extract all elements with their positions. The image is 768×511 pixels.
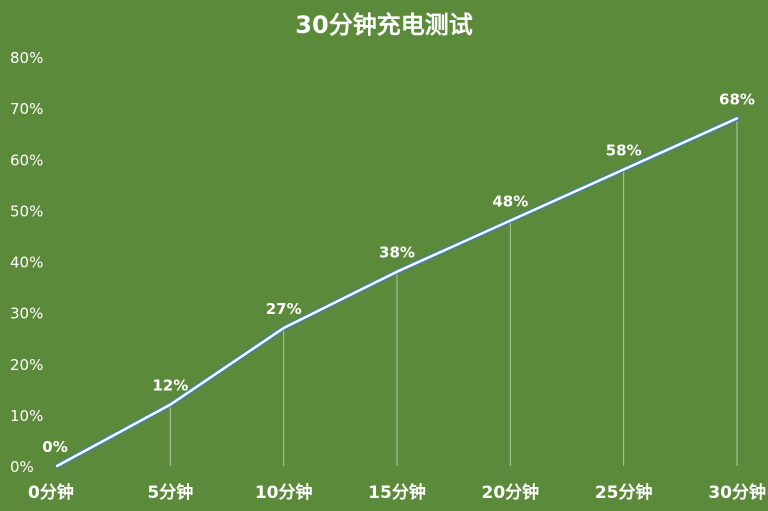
- x-tick-label: 0分钟: [28, 482, 74, 503]
- y-tick-label: 60%: [10, 151, 43, 169]
- y-tick-label: 10%: [10, 407, 43, 425]
- x-tick-label: 20分钟: [481, 482, 539, 503]
- x-tick-label: 15分钟: [368, 482, 426, 503]
- data-label: 58%: [606, 141, 642, 159]
- x-tick-label: 30分钟: [708, 482, 766, 503]
- x-tick-label: 5分钟: [147, 482, 193, 503]
- y-tick-label: 20%: [10, 356, 43, 374]
- x-tick-label: 10分钟: [255, 482, 313, 503]
- y-tick-label: 0%: [10, 458, 34, 476]
- x-tick-label: 25分钟: [595, 482, 653, 503]
- y-tick-label: 70%: [10, 100, 43, 118]
- data-label: 48%: [492, 193, 528, 211]
- chart-title: 30分钟充电测试: [295, 11, 472, 39]
- data-label: 38%: [379, 244, 415, 262]
- data-label: 12%: [152, 377, 188, 395]
- y-tick-label: 40%: [10, 254, 43, 272]
- data-label: 68%: [719, 90, 755, 108]
- series-line-group: [54, 115, 740, 469]
- data-label: 0%: [42, 438, 67, 456]
- y-tick-label: 30%: [10, 305, 43, 323]
- series-line: [55, 117, 739, 468]
- y-axis-ticks: 0% 10% 20% 30% 40% 50% 60% 70% 80%: [10, 49, 43, 476]
- data-labels: 0% 12% 27% 38% 48% 58% 68%: [42, 90, 755, 456]
- data-label: 27%: [266, 300, 302, 318]
- x-axis-ticks: 0分钟 5分钟 10分钟 15分钟 20分钟 25分钟 30分钟: [28, 482, 766, 503]
- y-tick-label: 80%: [10, 49, 43, 67]
- y-tick-label: 50%: [10, 202, 43, 220]
- drop-lines: [169, 118, 738, 466]
